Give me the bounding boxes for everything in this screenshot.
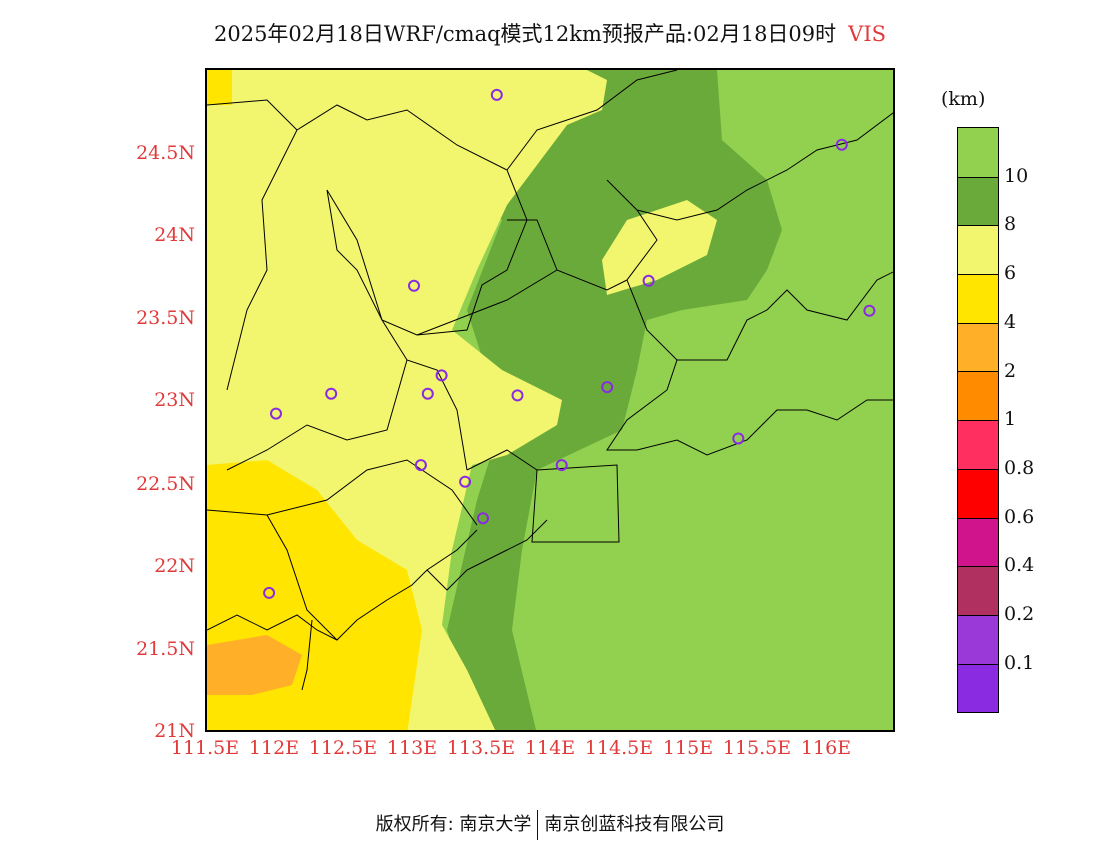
station-marker [325,387,338,400]
color-bar-label: 4 [1004,310,1017,333]
y-tick-label: 23N [154,389,195,411]
color-bar-label: 10 [1004,164,1029,187]
city-outline [531,464,620,543]
station-marker [555,459,568,472]
station-marker [263,586,276,599]
color-bar-segment [958,128,998,177]
y-tick-label: 21.5N [136,638,195,660]
station-marker [642,274,655,287]
station-marker [490,88,503,101]
area-orange [207,635,302,695]
color-bar-label: 0.4 [1004,554,1035,577]
y-tick-label: 22N [154,555,195,577]
station-marker [732,432,745,445]
x-tick-label: 113E [386,737,438,759]
footer-divider [537,810,539,840]
color-bar-label: 2 [1004,359,1017,382]
x-tick-label: 112.5E [308,737,378,759]
station-marker [835,138,848,151]
color-bar-label: 0.2 [1004,603,1035,625]
station-marker [421,387,434,400]
x-tick-label: 114E [524,737,576,759]
color-bar-segment [958,225,998,275]
company-text: 南京创蓝科技有限公司 [544,814,725,835]
x-tick-label: 114.5E [584,737,654,759]
color-bar-label: 8 [1004,213,1017,236]
station-marker [477,512,489,525]
x-tick-label: 112E [248,737,300,759]
color-bar-segment [958,322,998,372]
y-tick-label: 24.5N [136,142,195,164]
station-marker [459,475,472,488]
x-tick-label: 113.5E [446,737,516,759]
station-marker [863,304,876,317]
visibility-map [205,68,895,732]
color-bar-segment [958,176,998,226]
x-tick-label: 111.5E [170,737,240,759]
color-bar-segment [958,663,998,713]
color-bar-label: 0.6 [1004,505,1035,528]
color-bar-label: 1 [1004,408,1017,431]
y-tick-label: 22.5N [136,473,195,495]
y-tick-label: 23.5N [136,307,195,329]
title-text: 2025年02月18日WRF/cmaq模式12km预报产品:02月18日09时 [213,22,837,46]
legend-unit: (km) [941,88,986,110]
copyright-text: 版权所有: 南京大学 [375,814,532,835]
x-tick-label: 115.5E [722,737,792,759]
variable-label: VIS [848,22,887,46]
station-marker [270,407,282,420]
station-marker [511,389,524,402]
station-marker [435,369,448,382]
color-bar-segment [958,614,998,664]
color-bar-segment [958,517,998,567]
station-marker [601,381,614,394]
boundary-lines [207,70,893,691]
station-marker [414,459,427,472]
color-bar-label: 0.8 [1004,456,1035,479]
color-bar-segment [958,566,998,615]
color-bar-label: 6 [1004,262,1017,285]
station-marker [408,279,420,292]
color-bar-segment [958,468,998,518]
color-bar-segment [958,274,998,323]
color-bar-segment [958,371,998,421]
y-tick-label: 21N [154,720,195,742]
footer: 版权所有: 南京大学 南京创蓝科技有限公司 [0,810,1100,840]
x-tick-label: 115E [662,737,714,759]
y-tick-label: 24N [154,224,195,246]
area-gold-north [207,70,232,105]
map-canvas [207,70,893,730]
color-bar-label: 0.1 [1004,651,1035,674]
x-tick-label: 116E [800,737,852,759]
map-title: 2025年02月18日WRF/cmaq模式12km预报产品:02月18日09时 V… [0,18,1100,48]
color-bar [957,127,999,714]
station-markers [263,88,876,599]
color-bar-segment [958,420,998,469]
area-yellow-patch [602,200,717,295]
